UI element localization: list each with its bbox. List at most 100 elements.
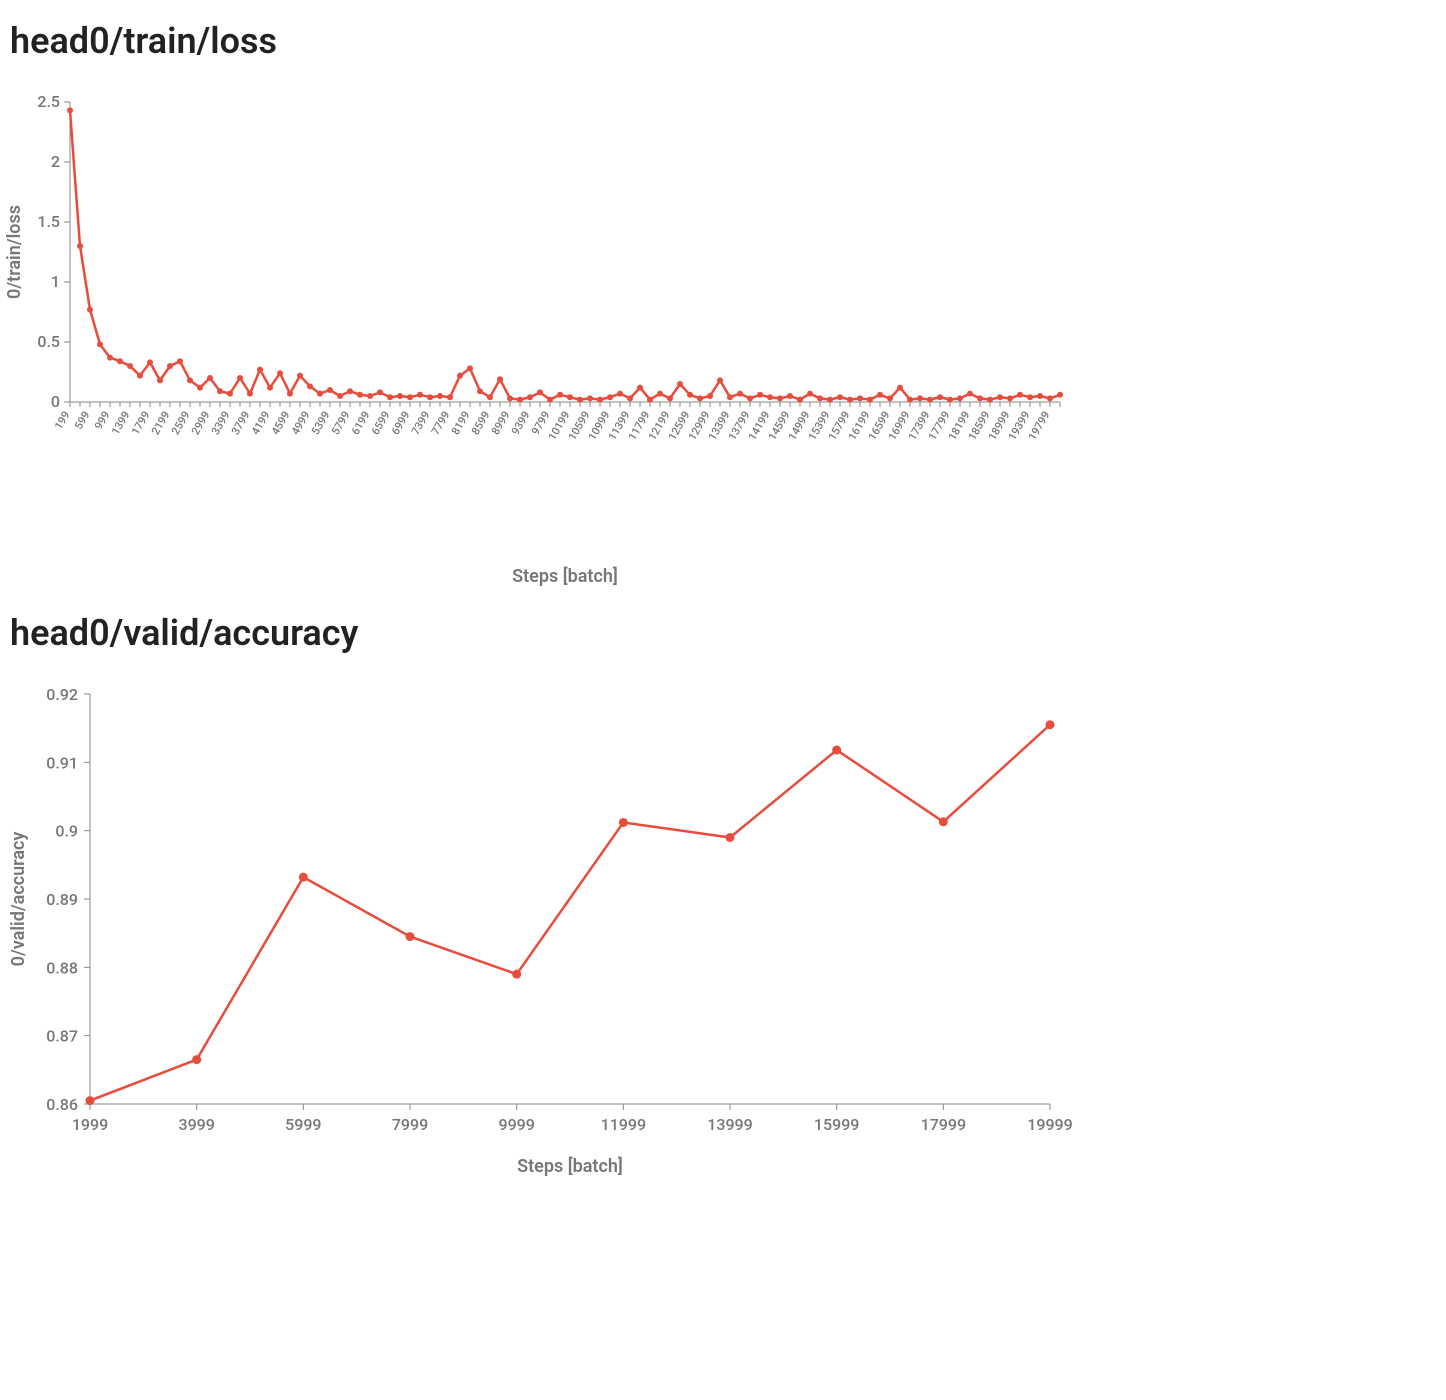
loss-chart-title: head0/train/loss: [10, 20, 1446, 62]
loss-data-point: [797, 397, 803, 403]
loss-data-point: [407, 394, 413, 400]
acc-y-tick-label: 0.91: [46, 753, 78, 772]
loss-data-point: [647, 397, 653, 403]
loss-data-point: [127, 363, 133, 369]
loss-data-point: [1057, 392, 1063, 398]
loss-x-tick-label: 3399: [209, 409, 233, 437]
loss-data-point: [737, 391, 743, 397]
loss-data-point: [1027, 394, 1033, 400]
acc-x-tick-label: 9999: [498, 1115, 534, 1134]
loss-data-point: [627, 395, 633, 401]
loss-data-point: [537, 389, 543, 395]
loss-y-tick-label: 0.5: [37, 332, 60, 351]
acc-data-point: [832, 746, 841, 755]
loss-data-point: [757, 392, 763, 398]
loss-chart-svg: 00.511.522.51995999991399179921992599299…: [0, 72, 1080, 592]
loss-data-point: [257, 367, 263, 373]
loss-data-point: [377, 389, 383, 395]
acc-x-tick-label: 11999: [601, 1115, 646, 1134]
loss-x-tick-label: 599: [72, 409, 93, 432]
acc-y-tick-label: 0.87: [46, 1027, 78, 1046]
acc-y-tick-label: 0.92: [46, 685, 78, 704]
loss-data-point: [767, 394, 773, 400]
acc-x-tick-label: 1999: [72, 1115, 108, 1134]
loss-data-point: [997, 394, 1003, 400]
loss-data-point: [217, 388, 223, 394]
loss-x-tick-label: 7799: [429, 409, 453, 437]
loss-x-tick-label: 199: [52, 409, 73, 432]
loss-data-point: [747, 395, 753, 401]
loss-data-point: [187, 377, 193, 383]
loss-x-tick-label: 4199: [249, 409, 273, 437]
loss-x-tick-label: 2599: [169, 409, 193, 437]
acc-y-tick-label: 0.89: [46, 890, 78, 909]
acc-x-tick-label: 7999: [392, 1115, 428, 1134]
loss-data-point: [267, 385, 273, 391]
loss-data-point: [957, 395, 963, 401]
loss-y-tick-label: 1.5: [37, 212, 60, 231]
loss-data-point: [857, 395, 863, 401]
loss-data-point: [147, 359, 153, 365]
loss-data-point: [787, 393, 793, 399]
loss-data-point: [307, 383, 313, 389]
loss-x-axis-label: Steps [batch]: [512, 566, 618, 587]
loss-data-point: [87, 307, 93, 313]
loss-data-point: [297, 373, 303, 379]
loss-data-point: [607, 394, 613, 400]
loss-x-tick-label: 1399: [109, 409, 133, 437]
loss-data-point: [417, 392, 423, 398]
loss-data-point: [827, 397, 833, 403]
loss-data-point: [597, 397, 603, 403]
loss-data-point: [67, 107, 73, 113]
loss-data-point: [237, 375, 243, 381]
acc-x-tick-label: 5999: [285, 1115, 321, 1134]
loss-data-point: [77, 243, 83, 249]
loss-data-point: [977, 395, 983, 401]
loss-data-point: [937, 394, 943, 400]
loss-data-point: [227, 391, 233, 397]
loss-data-point: [877, 392, 883, 398]
loss-x-tick-label: 8999: [489, 409, 513, 437]
loss-data-point: [287, 391, 293, 397]
loss-data-point: [717, 377, 723, 383]
loss-data-point: [507, 395, 513, 401]
loss-data-point: [657, 391, 663, 397]
loss-data-point: [327, 387, 333, 393]
loss-data-point: [837, 394, 843, 400]
acc-x-tick-label: 3999: [178, 1115, 214, 1134]
loss-data-point: [557, 392, 563, 398]
loss-x-tick-label: 6599: [369, 409, 393, 437]
acc-data-point: [1046, 720, 1055, 729]
loss-data-point: [207, 375, 213, 381]
loss-y-axis-label: 0/train/loss: [4, 205, 25, 299]
loss-data-point: [387, 394, 393, 400]
loss-data-point: [927, 397, 933, 403]
loss-data-point: [1047, 395, 1053, 401]
loss-x-tick-label: 8599: [469, 409, 493, 437]
loss-data-point: [157, 377, 163, 383]
loss-data-point: [1017, 392, 1023, 398]
loss-y-tick-label: 2.5: [37, 92, 60, 111]
acc-y-tick-label: 0.86: [46, 1095, 78, 1114]
loss-data-point: [317, 391, 323, 397]
acc-data-point: [406, 932, 415, 941]
loss-data-point: [357, 392, 363, 398]
loss-data-point: [177, 358, 183, 364]
loss-data-point: [117, 358, 123, 364]
loss-data-point: [727, 394, 733, 400]
loss-x-tick-label: 6999: [389, 409, 413, 437]
loss-data-point: [477, 388, 483, 394]
loss-data-point: [97, 341, 103, 347]
acc-y-axis-label: 0/valid/accuracy: [8, 832, 29, 967]
acc-x-tick-label: 13999: [707, 1115, 752, 1134]
loss-data-point: [107, 355, 113, 361]
loss-data-point: [697, 395, 703, 401]
loss-data-point: [277, 370, 283, 376]
loss-data-point: [497, 376, 503, 382]
loss-data-point: [887, 395, 893, 401]
acc-data-point: [192, 1055, 201, 1064]
loss-data-point: [437, 393, 443, 399]
loss-data-point: [337, 393, 343, 399]
acc-chart-svg: 0.860.870.880.890.90.910.921999399959997…: [0, 664, 1080, 1184]
loss-data-point: [707, 393, 713, 399]
